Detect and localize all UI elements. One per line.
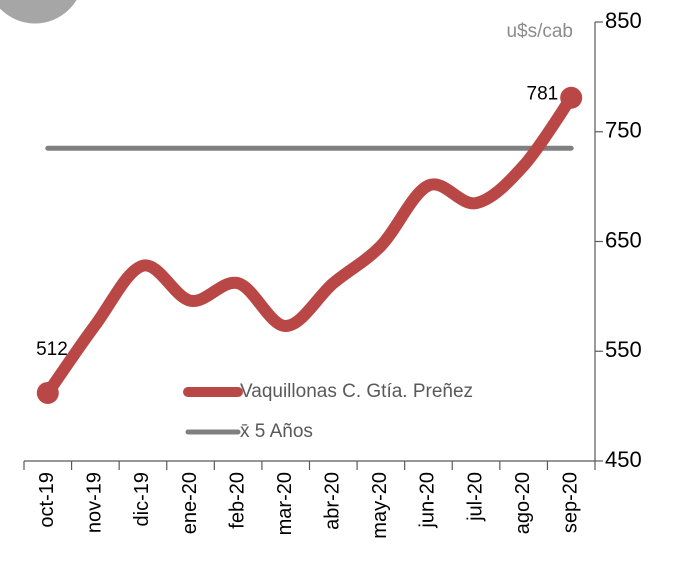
series-line [41,91,578,399]
legend-label: Vaquillonas C. Gtía. Preñez [240,381,473,402]
x-tick-label: nov-19 [84,472,106,533]
y-tick-label: 450 [605,447,642,472]
end-marker [560,86,583,109]
y-tick-label: 850 [605,8,642,33]
legend-label: x̄ 5 Años [240,421,313,442]
y-tick-label: 650 [605,227,642,252]
data-label: 512 [36,339,68,360]
end-marker [36,381,59,404]
x-tick-label: jul-20 [464,472,486,522]
x-tick-label: feb-20 [226,472,248,529]
x-tick-label: ene-20 [179,472,201,534]
x-tick-label: may-20 [369,472,391,539]
corner-badge [0,0,81,27]
x-tick-label: abr-20 [322,472,344,530]
unit-label: u$s/cab [506,21,573,42]
x-tick-label: dic-19 [131,472,153,526]
y-tick-label: 750 [605,118,642,143]
data-label: 781 [527,84,559,105]
y-tick-label: 550 [605,337,642,362]
x-tick-label: oct-19 [36,472,58,528]
x-tick-label: sep-20 [559,472,581,533]
x-tick-label: mar-20 [274,472,296,535]
x-tick-label: ago-20 [512,472,534,534]
x-tick-label: jun-20 [417,472,439,529]
